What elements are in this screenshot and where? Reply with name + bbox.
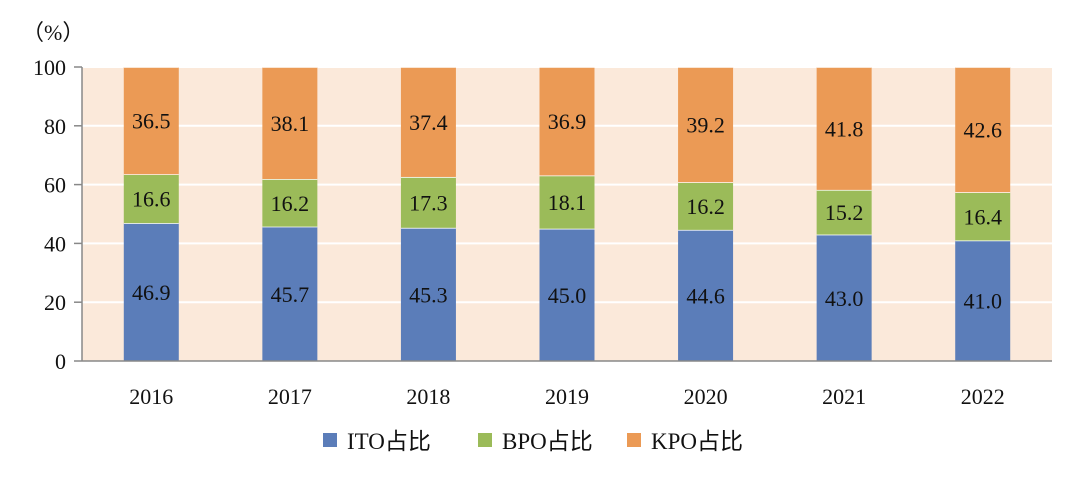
y-tick-label: 80 [44,114,66,139]
y-tick-label: 60 [44,173,66,198]
x-tick-label: 2017 [268,384,312,409]
legend-label: BPO占比 [502,429,593,454]
legend-label: ITO占比 [347,429,431,454]
bar-segment [123,223,179,361]
x-tick-label: 2018 [406,384,450,409]
legend: ITO占比 BPO占比 KPO占比 [323,429,743,454]
legend-label: KPO占比 [651,429,743,454]
x-tick-label: 2021 [822,384,866,409]
data-label: 16.6 [132,187,171,212]
data-label: 39.2 [686,113,725,138]
data-label: 36.5 [132,109,171,134]
bar-segment [539,175,595,229]
bar-segment [955,240,1011,361]
data-label: 16.2 [271,191,310,216]
data-label: 45.3 [409,282,448,307]
x-tick-label: 2022 [961,384,1005,409]
legend-swatch [323,433,337,447]
data-label: 41.8 [825,116,864,141]
y-tick-label: 40 [44,231,66,256]
bar-segment [678,67,734,183]
bar-segment [678,229,734,361]
bar-segment [539,67,595,176]
x-tick-label: 2016 [129,384,173,409]
bar-segment [955,192,1011,241]
bar-segment [678,182,734,230]
data-label: 16.2 [686,194,725,219]
y-tick-label: 0 [55,349,66,374]
y-tick-label: 20 [44,290,66,315]
data-label: 15.2 [825,200,864,225]
legend-swatch [478,433,492,447]
bar-segment [262,179,318,227]
data-label: 43.0 [825,286,864,311]
bar-segment [816,67,872,190]
data-label: 18.1 [548,190,587,215]
data-label: 44.6 [686,283,725,308]
bar-segment [816,234,872,361]
data-label: 36.9 [548,109,587,134]
bar-segment [400,227,456,361]
data-label: 42.6 [963,118,1002,143]
data-label: 45.7 [271,282,310,307]
bar-segment [955,67,1011,193]
data-label: 37.4 [409,110,448,135]
legend-swatch [627,433,641,447]
data-label: 46.9 [132,280,171,305]
x-tick-label: 2020 [684,384,728,409]
bar-segment [539,228,595,361]
bar-segment [123,67,179,175]
data-label: 17.3 [409,190,448,215]
data-label: 16.4 [963,204,1002,229]
x-tick-label: 2019 [545,384,589,409]
y-tick-label: 100 [33,55,66,80]
bar-segment [262,67,318,180]
bar-segment [816,189,872,235]
bar-segment [262,226,318,361]
data-label: 41.0 [963,289,1002,314]
data-label: 38.1 [271,111,310,136]
bar-segment [123,174,179,224]
data-label: 45.0 [548,283,587,308]
y-unit-label: （%） [22,20,84,45]
bar-segment [400,176,456,228]
bar-segment [400,67,456,177]
